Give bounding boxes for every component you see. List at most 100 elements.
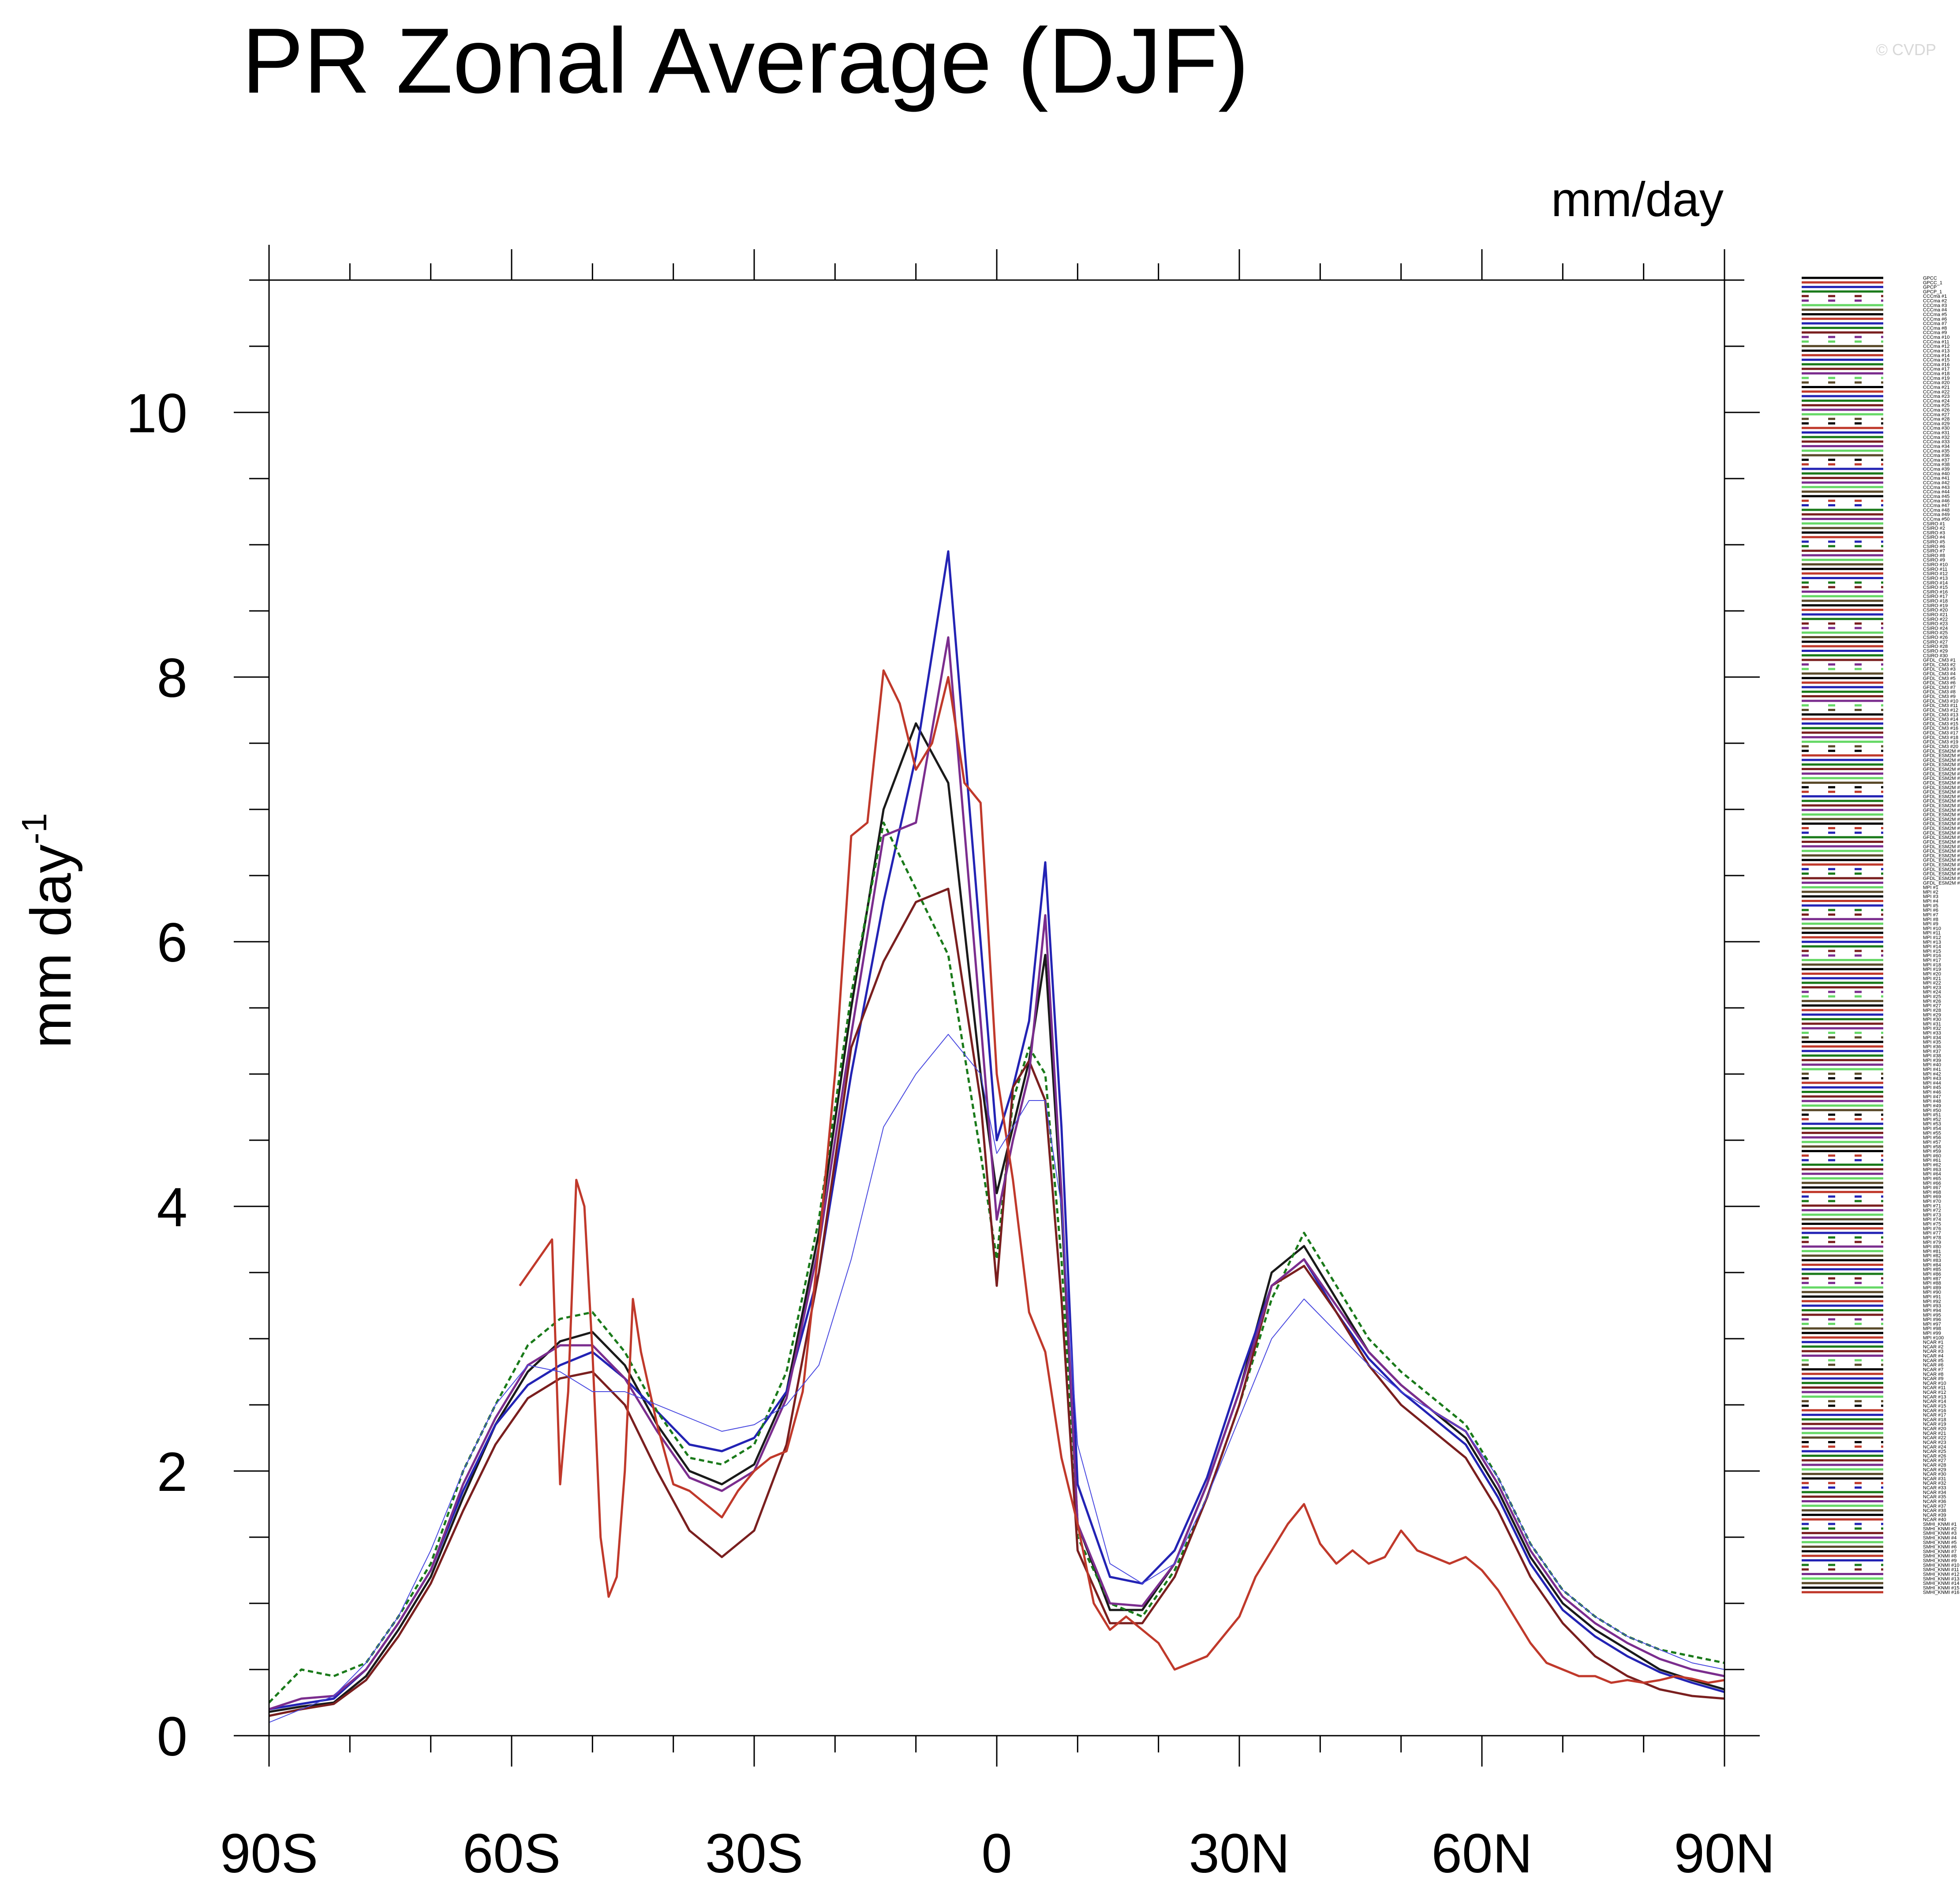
legend-entry: GFDL_CM3 #6 [1923,681,1956,686]
legend-entry: CCCma #15 [1923,358,1950,363]
legend-entry: CCCma #50 [1923,517,1950,522]
legend-entry: GPCP_1 [1923,289,1942,295]
legend-entry: MPI #81 [1923,1249,1941,1254]
legend-entry: MPI #99 [1923,1331,1941,1336]
legend-entry: CCCma #21 [1923,385,1950,390]
legend-entry: SMHI_KNMI #13 [1923,1576,1960,1582]
legend-entry: MPI #11 [1923,931,1941,936]
legend-entry: MPI #19 [1923,967,1941,972]
y-tick-label: 2 [157,1441,187,1503]
legend-entry: GFDL_CM3 #8 [1923,689,1956,695]
legend-entry: MPI #88 [1923,1281,1941,1286]
legend-entry: SMHI_KNMI #4 [1923,1535,1956,1541]
legend-entry: NCAR #15 [1923,1404,1946,1409]
legend-entry: MPI #94 [1923,1308,1941,1313]
legend-entry: MPI #23 [1923,985,1941,990]
legend-entry: GFDL_ESM2M #16 [1923,817,1960,822]
legend-entry: GFDL_ESM2M #9 [1923,785,1960,790]
legend-entry: NCAR #33 [1923,1486,1946,1491]
legend-entry: SMHI_KNMI #2 [1923,1526,1956,1531]
x-tick-label: 0 [981,1823,1012,1883]
legend-entry: CCCma #46 [1923,498,1950,504]
legend-entry: MPI #25 [1923,994,1941,1000]
legend-entry: MPI #72 [1923,1208,1941,1213]
legend-entry: MPI #40 [1923,1063,1941,1068]
legend-entry: SMHI_KNMI #14 [1923,1581,1960,1586]
legend-entry: MPI #39 [1923,1058,1941,1063]
x-tick-label: 90N [1674,1823,1775,1883]
legend-entry: MPI #85 [1923,1267,1941,1273]
legend-entry: MPI #90 [1923,1290,1941,1295]
legend-entry: MPI #83 [1923,1258,1941,1263]
legend-entry: CCCma #25 [1923,403,1950,408]
legend-entry: MPI #52 [1923,1117,1941,1122]
legend-entry: MPI #5 [1923,903,1938,909]
legend-entry: NCAR #6 [1923,1363,1943,1368]
x-tick-label: 60N [1431,1823,1532,1883]
legend-entry: MPI #65 [1923,1176,1941,1181]
series-line [269,636,1725,1711]
legend-entry: CCCma #31 [1923,431,1950,436]
legend-entry: CCCma #24 [1923,398,1950,404]
legend-entry: MPI #54 [1923,1126,1941,1131]
legend-entry: MPI #86 [1923,1272,1941,1277]
units-label: mm/day [1551,172,1724,227]
y-axis-title: mm day-1 [15,813,83,1048]
legend-entry: MPI #57 [1923,1140,1941,1145]
legend-entry: MPI #37 [1923,1049,1941,1054]
legend-entry: GPCC_1 [1923,280,1942,285]
legend-entry: GFDL_ESM2M #2 [1923,753,1960,759]
legend-entry: MPI #38 [1923,1053,1941,1059]
legend-entry: MPI #97 [1923,1321,1941,1327]
legend-entry: CCCma #43 [1923,485,1950,490]
legend-entry: CCCma #35 [1923,449,1950,454]
legend-entry: MPI #62 [1923,1163,1941,1168]
legend-entry: CCCma #19 [1923,376,1950,381]
legend-entry: GFDL_CM3 #7 [1923,685,1956,690]
legend-entry: MPI #67 [1923,1185,1941,1190]
legend-entry: NCAR #7 [1923,1367,1943,1372]
legend-entry: GFDL_ESM2M #23 [1923,849,1960,854]
legend-entry: GFDL_CM3 #17 [1923,730,1958,736]
legend-entry: GFDL_CM3 #14 [1923,717,1958,722]
legend-entry: NCAR #26 [1923,1453,1946,1459]
series-line [269,1034,1725,1723]
legend-entry: GFDL_ESM2M #29 [1923,876,1960,881]
legend-entry: GFDL_ESM2M #26 [1923,862,1960,868]
legend-entry: CSIRO #17 [1923,594,1948,599]
legend-entry: MPI #70 [1923,1199,1941,1204]
legend-entry: GFDL_ESM2M #21 [1923,839,1960,845]
plot-frame [268,279,1725,1737]
legend-entry: MPI #10 [1923,926,1941,931]
legend-entry: CSIRO #18 [1923,599,1948,604]
legend-entry: CSIRO #9 [1923,558,1945,563]
legend-entry: MPI #60 [1923,1153,1941,1159]
legend-entry: MPI #20 [1923,971,1941,977]
legend-entry: CCCma #4 [1923,307,1947,313]
legend-entry: CCCma #22 [1923,389,1950,395]
legend-entry: MPI #12 [1923,935,1941,940]
legend-entry: GFDL_CM3 #16 [1923,726,1958,731]
y-tick-label: 6 [157,912,187,973]
legend-entry: CSIRO #23 [1923,621,1948,627]
legend-entry: NCAR #27 [1923,1458,1946,1464]
legend-entry: NCAR #28 [1923,1463,1946,1468]
legend-entry: GFDL_CM3 #10 [1923,699,1958,704]
legend-entry: MPI #50 [1923,1108,1941,1113]
legend-entry: NCAR #22 [1923,1435,1946,1441]
legend-entry: GFDL_ESM2M #19 [1923,831,1960,836]
legend-entry: NCAR #14 [1923,1399,1946,1404]
legend-entry: SMHI_KNMI #5 [1923,1540,1956,1545]
legend-entry: MPI #93 [1923,1303,1941,1309]
legend-entry: GFDL_CM3 #12 [1923,708,1958,713]
legend-entry: MPI #80 [1923,1244,1941,1250]
legend-entry: MPI #59 [1923,1149,1941,1154]
legend-entry: CCCma #30 [1923,426,1950,431]
legend-entry: NCAR #34 [1923,1490,1946,1495]
legend-entry: MPI #7 [1923,912,1938,917]
legend-entry: MPI #53 [1923,1122,1941,1127]
legend-entry: CCCma #42 [1923,480,1950,486]
legend-entry: CSIRO #26 [1923,635,1948,640]
legend-entry: CSIRO #14 [1923,580,1948,586]
